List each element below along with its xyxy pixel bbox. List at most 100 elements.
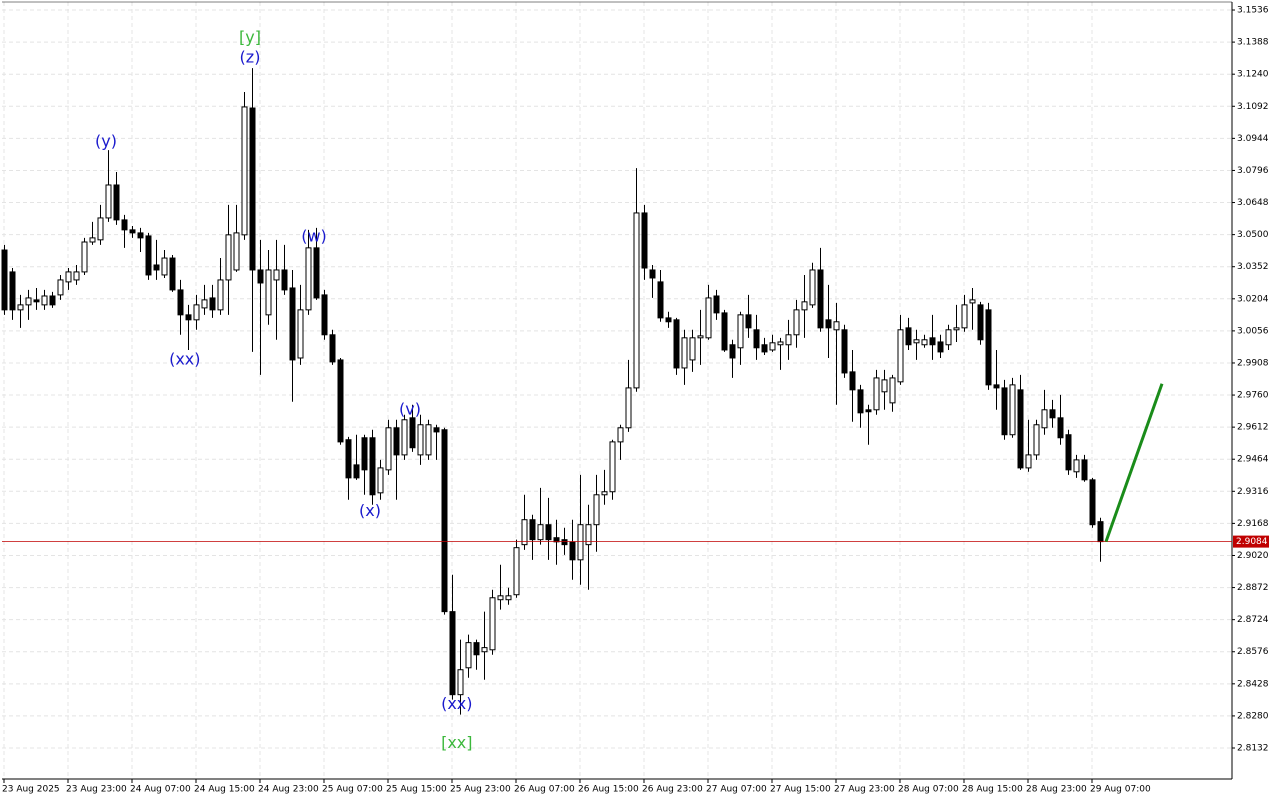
wave-label: (z): [240, 47, 261, 66]
candle-body: [553, 537, 560, 543]
candle-body: [705, 297, 712, 339]
candle-body: [561, 539, 568, 546]
candle-body: [209, 297, 216, 311]
candle-body: [769, 342, 776, 351]
y-tick-label: 2.9908: [1237, 358, 1269, 368]
x-tick-label: 23 Aug 23:00: [66, 785, 127, 795]
candle-body: [985, 309, 992, 386]
wave-label: [y]: [239, 27, 261, 46]
wave-label: (x): [359, 501, 381, 520]
candle-body: [161, 257, 168, 276]
candle-body: [177, 289, 184, 316]
y-tick-label: 2.9168: [1237, 519, 1269, 529]
candle-body: [641, 212, 648, 269]
candle-body: [889, 377, 896, 404]
candle-body: [401, 419, 408, 456]
y-tick-label: 2.9612: [1237, 423, 1269, 433]
x-tick-label: 25 Aug 15:00: [386, 785, 447, 795]
candle-body: [1073, 459, 1080, 473]
candle-body: [81, 241, 88, 273]
candle-body: [833, 321, 840, 331]
candle-body: [993, 384, 1000, 389]
candle-body: [913, 339, 920, 344]
candle-body: [865, 409, 872, 413]
current-price-tag: [1233, 535, 1269, 548]
candle-body: [905, 327, 912, 346]
candle-body: [369, 437, 376, 496]
wave-label: (xx): [441, 694, 472, 713]
candle-body: [113, 184, 120, 221]
candle-body: [273, 269, 280, 281]
x-tick-label: 24 Aug 23:00: [258, 785, 319, 795]
candle-body: [537, 524, 544, 541]
candle-body: [1033, 424, 1040, 456]
y-tick-label: 2.8576: [1237, 647, 1269, 657]
y-tick-label: 3.1092: [1237, 102, 1269, 112]
candle-body: [521, 519, 528, 546]
candle-body: [441, 429, 448, 613]
candle-body: [1097, 521, 1104, 543]
candle-body: [353, 464, 360, 479]
candle-body: [385, 427, 392, 471]
candle-body: [617, 427, 624, 443]
candle-body: [665, 317, 672, 323]
candle-body: [193, 304, 200, 321]
candle-body: [689, 337, 696, 361]
candle-body: [25, 297, 32, 306]
candle-body: [601, 491, 608, 496]
forecast-line: [1104, 383, 1164, 543]
candle-body: [1009, 384, 1016, 436]
candle-body: [73, 271, 80, 281]
candle-body: [313, 247, 320, 299]
candle-body: [97, 217, 104, 241]
candle-body: [897, 329, 904, 383]
x-tick-label: 27 Aug 07:00: [706, 785, 767, 795]
candle-body: [233, 232, 240, 271]
candle-body: [529, 519, 536, 541]
candle-body: [297, 309, 304, 359]
candle-body: [41, 295, 48, 306]
x-tick-label: 24 Aug 15:00: [194, 785, 255, 795]
x-tick-label: 24 Aug 07:00: [130, 785, 191, 795]
x-tick-label: 25 Aug 07:00: [322, 785, 383, 795]
candle-body: [841, 329, 848, 374]
candle-body: [265, 269, 272, 316]
candle-body: [609, 441, 616, 493]
candle-body: [329, 334, 336, 363]
candle-body: [417, 424, 424, 456]
wave-label: [xx]: [441, 733, 472, 752]
candle-body: [513, 547, 520, 596]
candle-body: [105, 184, 112, 219]
candle-body: [857, 389, 864, 414]
candle-body: [681, 337, 688, 369]
y-tick-label: 3.0204: [1237, 294, 1269, 304]
candle-body: [1089, 479, 1096, 526]
candle-body: [257, 269, 264, 284]
wave-label: (y): [95, 132, 117, 151]
candle-body: [697, 335, 704, 339]
candle-body: [89, 237, 96, 243]
candle-body: [577, 524, 584, 561]
y-tick-label: 3.0056: [1237, 326, 1269, 336]
candle-body: [121, 219, 128, 231]
candle-body: [961, 304, 968, 329]
x-tick-label: 26 Aug 23:00: [642, 785, 703, 795]
candle-body: [305, 247, 312, 311]
candle-body: [505, 595, 512, 601]
candle-body: [1057, 417, 1064, 439]
y-tick-label: 2.8724: [1237, 615, 1269, 625]
y-tick-label: 2.9020: [1237, 551, 1269, 561]
candle-body: [1049, 409, 1056, 419]
candle-body: [393, 427, 400, 456]
candle-body: [17, 304, 24, 311]
candle-body: [673, 319, 680, 369]
candle-body: [569, 541, 576, 561]
candle-body: [321, 294, 328, 336]
candle-body: [337, 359, 344, 443]
candle-body: [145, 235, 152, 276]
candle-body: [721, 312, 728, 351]
candle-body: [281, 269, 288, 291]
candle-body: [881, 379, 888, 393]
